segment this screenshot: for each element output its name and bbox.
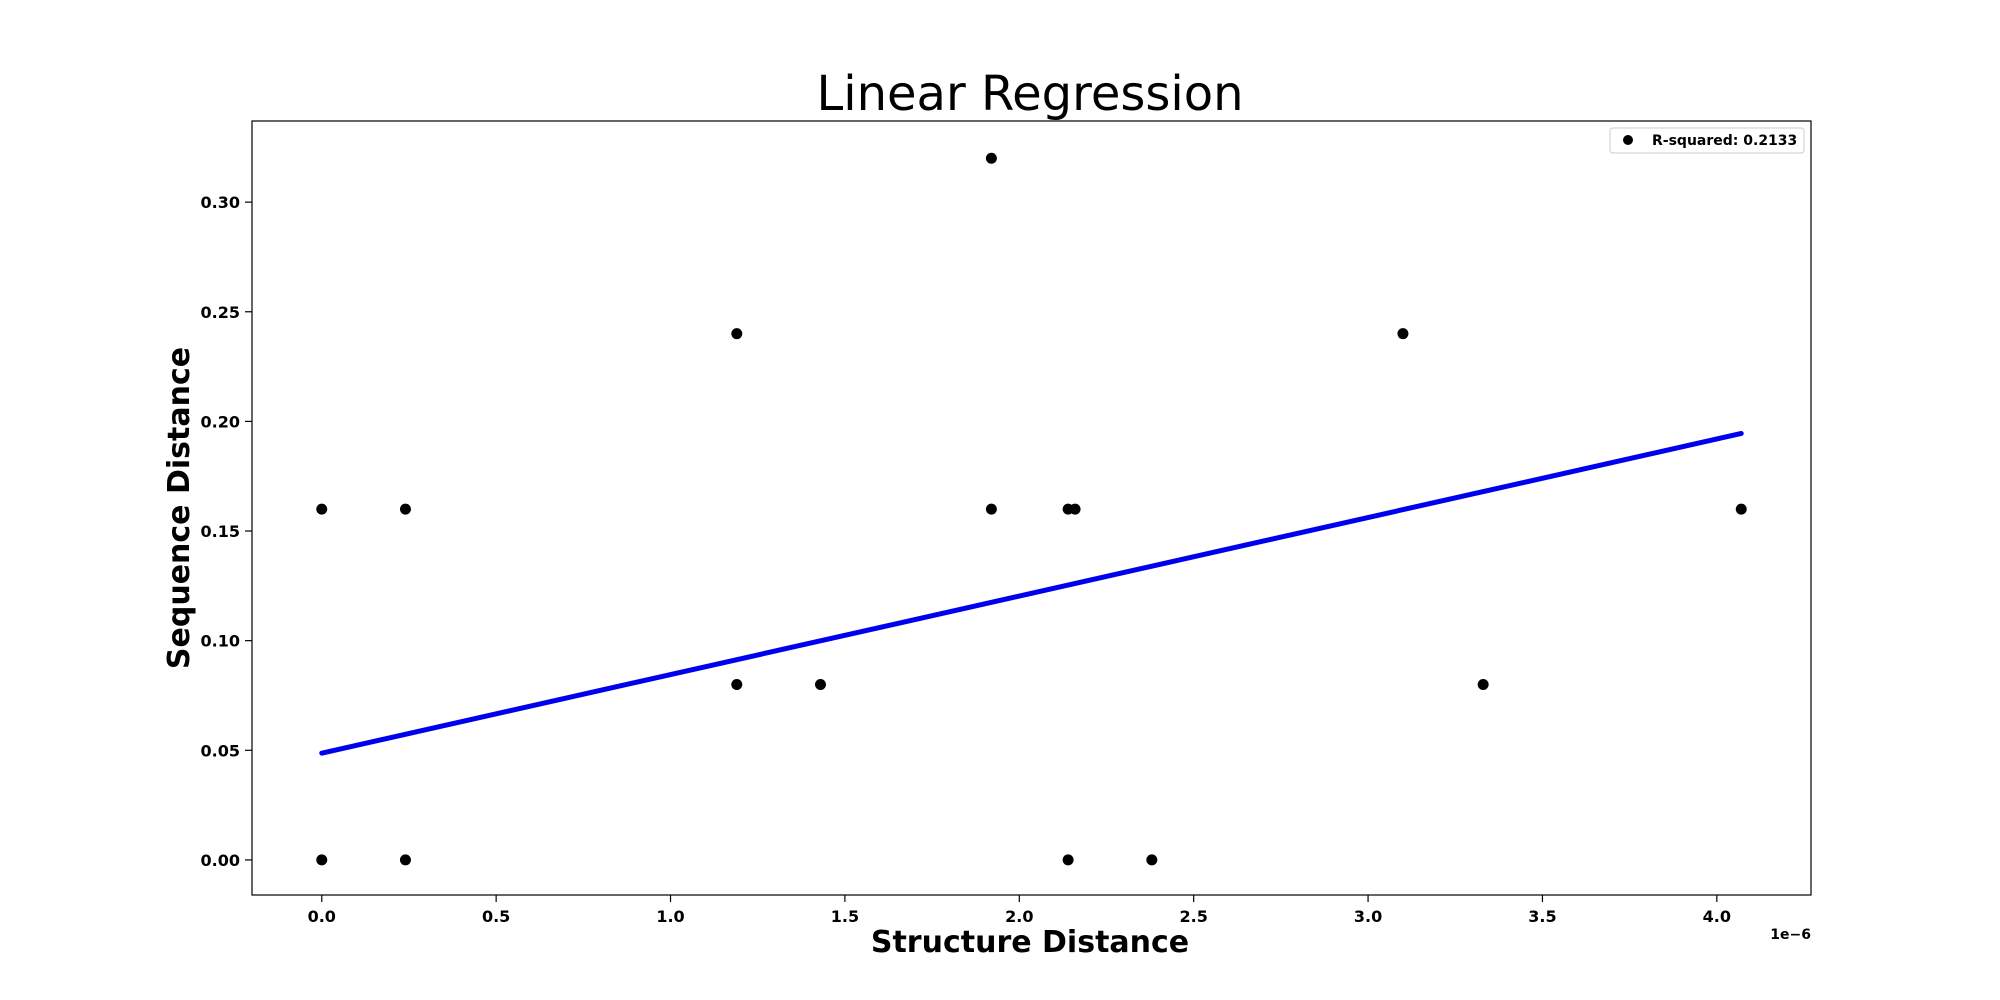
data-point <box>731 679 743 691</box>
x-axis-ticks: 0.0 0.5 1.0 1.5 2.0 2.5 3.0 3.5 4.0 <box>308 895 1731 926</box>
plot-frame <box>251 120 1812 896</box>
data-point <box>1069 503 1081 515</box>
y-axis-ticks: 0.00 0.05 0.10 0.15 0.20 0.25 0.30 <box>201 193 252 870</box>
legend-box <box>1609 127 1805 154</box>
legend-marker <box>1623 135 1633 145</box>
x-tick-label: 0.5 <box>482 907 510 926</box>
legend: R-squared: 0.2133 <box>1609 127 1805 154</box>
y-tick-label: 0.25 <box>201 303 240 322</box>
x-tick-label: 1.0 <box>656 907 684 926</box>
y-tick-label: 0.00 <box>201 851 240 870</box>
x-tick-label: 1.5 <box>831 907 859 926</box>
data-point <box>1062 854 1074 866</box>
y-tick-label: 0.15 <box>201 522 240 541</box>
data-point <box>399 503 411 515</box>
data-point <box>1477 679 1489 691</box>
x-tick-label: 3.0 <box>1354 907 1382 926</box>
data-point <box>316 503 328 515</box>
data-point <box>985 503 997 515</box>
data-point <box>316 854 328 866</box>
data-point <box>1735 503 1747 515</box>
x-tick-label: 4.0 <box>1703 907 1731 926</box>
data-point <box>1146 854 1158 866</box>
y-axis-label: Sequence Distance <box>162 347 197 669</box>
y-tick-label: 0.20 <box>201 412 240 431</box>
regression-line <box>319 430 1744 756</box>
data-point <box>985 152 997 164</box>
data-points <box>316 152 1747 866</box>
chart-title: Linear Regression <box>817 66 1244 122</box>
x-tick-label: 2.5 <box>1180 907 1208 926</box>
data-point <box>731 328 743 340</box>
x-tick-label: 0.0 <box>308 907 336 926</box>
data-point <box>399 854 411 866</box>
legend-label: R-squared: 0.2133 <box>1652 133 1797 149</box>
data-point <box>814 679 826 691</box>
x-axis-label: Structure Distance <box>871 925 1189 960</box>
y-tick-label: 0.30 <box>201 193 240 212</box>
y-tick-label: 0.10 <box>201 632 240 651</box>
y-tick-label: 0.05 <box>201 741 240 760</box>
x-axis-offset-label: 1e−6 <box>1770 927 1811 943</box>
data-point <box>1397 328 1409 340</box>
x-tick-label: 3.5 <box>1528 907 1556 926</box>
x-tick-label: 2.0 <box>1005 907 1033 926</box>
